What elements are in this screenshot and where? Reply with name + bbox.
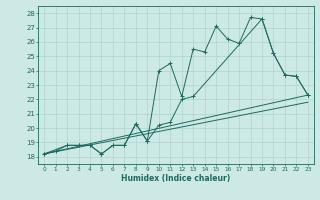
- X-axis label: Humidex (Indice chaleur): Humidex (Indice chaleur): [121, 174, 231, 183]
